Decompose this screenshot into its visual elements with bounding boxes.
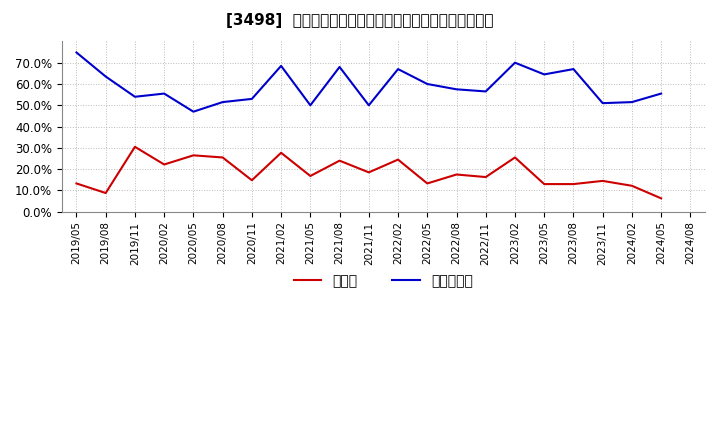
有利子負債: [540, 72, 549, 77]
現預金: [364, 170, 373, 175]
有利子負債: [657, 91, 665, 96]
現預金: [657, 196, 665, 201]
現預金: [336, 158, 344, 163]
有利子負債: [482, 89, 490, 94]
有利子負債: [72, 50, 81, 55]
現預金: [248, 178, 256, 183]
現預金: [276, 150, 285, 155]
現預金: [72, 181, 81, 186]
現預金: [160, 162, 168, 167]
Line: 現預金: 現預金: [76, 147, 661, 198]
現預金: [452, 172, 461, 177]
有利子負債: [364, 103, 373, 108]
有利子負債: [218, 99, 227, 105]
有利子負債: [160, 91, 168, 96]
現預金: [423, 181, 431, 186]
現預金: [218, 155, 227, 160]
Line: 有利子負債: 有利子負債: [76, 52, 661, 112]
現預金: [482, 174, 490, 180]
有利子負債: [452, 87, 461, 92]
有利子負債: [276, 63, 285, 69]
有利子負債: [248, 96, 256, 102]
有利子負債: [189, 109, 198, 114]
現預金: [306, 173, 315, 179]
現預金: [540, 181, 549, 187]
有利子負債: [598, 100, 607, 106]
有利子負債: [628, 99, 636, 105]
現預金: [189, 153, 198, 158]
有利子負債: [306, 103, 315, 108]
有利子負債: [510, 60, 519, 65]
現預金: [130, 144, 139, 150]
Text: [3498]  現預金、有利子負債の総資産に対する比率の推移: [3498] 現預金、有利子負債の総資産に対する比率の推移: [226, 13, 494, 28]
現預金: [569, 181, 577, 187]
現預金: [102, 191, 110, 196]
有利子負債: [130, 94, 139, 99]
有利子負債: [394, 66, 402, 72]
現預金: [394, 157, 402, 162]
現預金: [510, 155, 519, 160]
Legend: 現預金, 有利子負債: 現預金, 有利子負債: [288, 268, 479, 293]
有利子負債: [423, 81, 431, 87]
有利子負債: [102, 74, 110, 79]
有利子負債: [336, 64, 344, 70]
有利子負債: [569, 66, 577, 72]
現預金: [628, 183, 636, 188]
現預金: [598, 178, 607, 183]
